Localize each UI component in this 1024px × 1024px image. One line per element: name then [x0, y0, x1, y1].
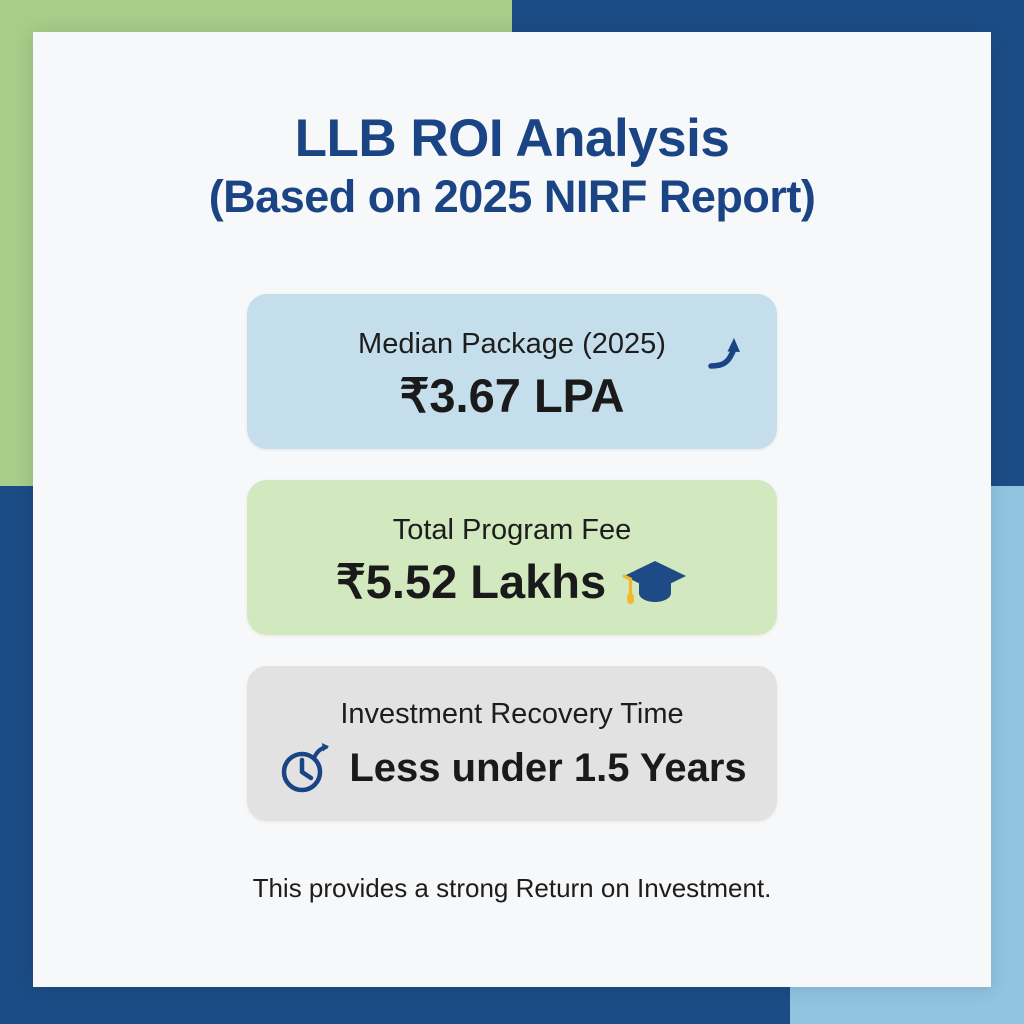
- page-title: LLB ROI Analysis (Based on 2025 NIRF Rep…: [209, 110, 816, 222]
- stat-card-median-package: Median Package (2025) ₹3.67 LPA: [247, 293, 777, 449]
- title-line-primary: LLB ROI Analysis: [294, 109, 730, 168]
- stat-value-row: Less under 1.5 Years: [277, 740, 747, 796]
- trending-up-arrow-icon: [705, 328, 751, 374]
- content-panel: LLB ROI Analysis (Based on 2025 NIRF Rep…: [33, 32, 991, 987]
- stat-card-recovery-time: Investment Recovery Time Less under 1.5 …: [247, 665, 777, 821]
- stat-value: ₹5.52 Lakhs: [335, 554, 607, 608]
- stat-value: Less under 1.5 Years: [349, 745, 747, 790]
- clock-arrow-icon: [277, 740, 333, 796]
- stat-value-row: ₹3.67 LPA: [400, 370, 625, 422]
- stat-card-list: Median Package (2025) ₹3.67 LPA Total Pr…: [247, 293, 777, 821]
- title-line-secondary: (Based on 2025 NIRF Report): [208, 171, 816, 223]
- footer-note: This provides a strong Return on Investm…: [252, 872, 772, 903]
- stat-label: Total Program Fee: [392, 514, 632, 547]
- stat-label: Investment Recovery Time: [340, 697, 684, 730]
- stat-label: Median Package (2025): [358, 328, 666, 361]
- stat-card-program-fee: Total Program Fee ₹5.52 Lakhs: [247, 479, 777, 635]
- graduation-cap-icon: [622, 557, 688, 607]
- stat-value: ₹3.67 LPA: [399, 368, 625, 422]
- stat-value-row: ₹5.52 Lakhs: [336, 556, 688, 608]
